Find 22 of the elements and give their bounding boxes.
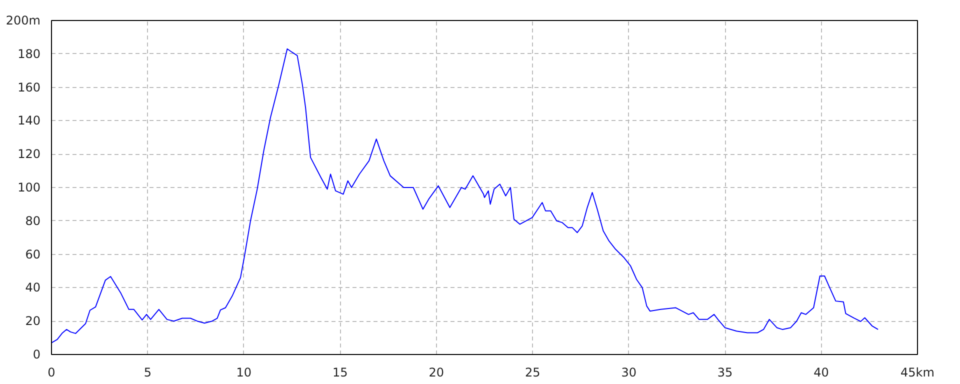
- x-tick-label: 0: [48, 366, 56, 380]
- y-tick-label: 80: [25, 214, 41, 228]
- x-tick-label: 25: [524, 366, 540, 380]
- x-tick-label: 10: [236, 366, 252, 380]
- x-tick-label: 20: [428, 366, 444, 380]
- line-series: [52, 48, 879, 344]
- x-tick-label: 45km: [900, 366, 934, 380]
- y-tick-label: 200m: [6, 14, 40, 28]
- y-tick-label: 0: [32, 348, 41, 362]
- x-tick-label: 40: [814, 366, 829, 380]
- y-tick-label: 140: [18, 114, 40, 128]
- x-tick-label: 5: [144, 366, 152, 380]
- y-tick-label: 180: [18, 46, 40, 61]
- x-tick-label: 30: [621, 366, 636, 380]
- y-tick-label: 40: [25, 280, 41, 295]
- x-tick-label: 15: [332, 366, 348, 380]
- x-tick-label: 35: [717, 366, 733, 380]
- y-tick-label: 20: [25, 314, 41, 328]
- y-tick-label: 160: [18, 80, 40, 94]
- y-tick-label: 100: [18, 180, 40, 194]
- y-tick-label: 60: [25, 247, 41, 262]
- y-tick-label: 120: [18, 147, 40, 162]
